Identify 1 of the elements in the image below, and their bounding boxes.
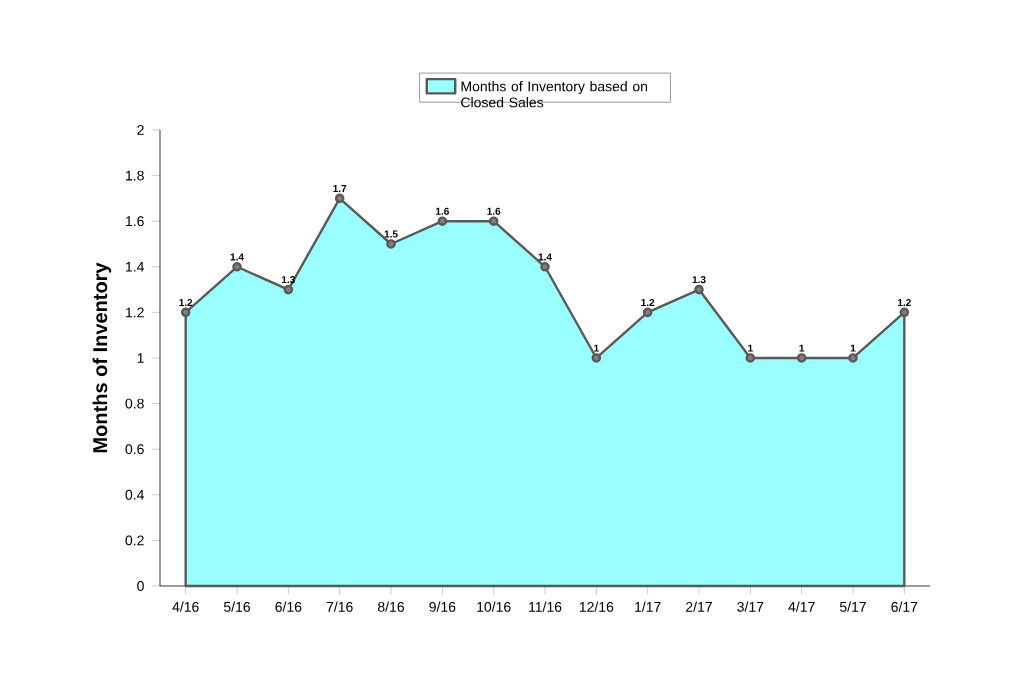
y-axis-title: Months of Inventory [92,262,112,453]
